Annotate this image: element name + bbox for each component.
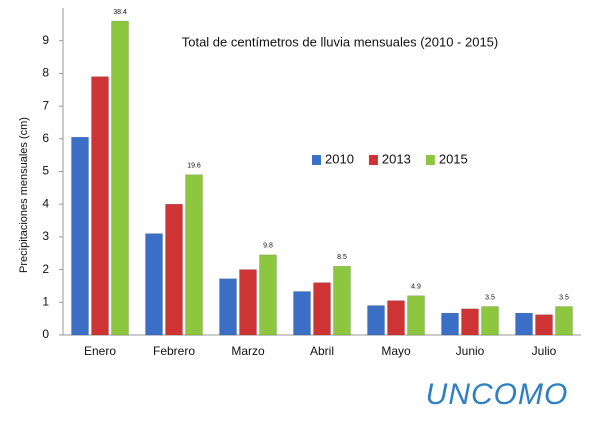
watermark: UNCOMO [426,378,569,411]
bar [461,308,479,336]
y-tick-label: 8 [42,66,49,80]
bar [535,314,553,336]
chart-title: Total de centímetros de lluvia mensuales… [182,34,499,49]
x-tick-label: Abril [310,344,334,358]
bar [387,300,405,336]
bar [91,76,109,336]
y-tick-label: 3 [42,229,49,243]
bar-annotation: 3.5 [559,294,569,301]
bar-annotation: 38.4 [113,9,127,16]
x-tick-label: Enero [84,344,116,358]
bar [165,203,183,336]
x-tick-label: Mayo [381,344,411,358]
bar [407,295,425,336]
bar-annotation: 4.9 [411,284,421,291]
bar [333,266,351,336]
x-tick-label: Marzo [231,344,265,358]
bar [515,312,533,336]
y-tick-label: 5 [42,164,49,178]
legend-swatch [368,155,378,165]
bar [441,312,459,336]
bar [481,306,499,336]
y-axis-label: Precipitaciones mensuales (cm) [18,117,30,273]
bar [145,233,163,336]
x-tick-label: Febrero [153,344,195,358]
y-tick-label: 7 [42,98,49,112]
y-tick-label: 1 [42,294,49,308]
y-tick-label: 6 [42,131,49,145]
legend-label: 2015 [439,151,468,166]
bar-annotation: 8.5 [337,254,347,261]
y-tick-label: 0 [42,327,49,341]
bar [185,174,203,336]
legend-swatch [425,155,435,165]
y-tick-label: 4 [42,196,49,210]
bar [111,20,129,336]
bar-annotation: 3.5 [485,294,495,301]
bar [555,306,573,336]
bar [239,269,257,336]
legend-label: 2013 [382,151,411,166]
bar [71,136,89,336]
bar-annotation: 9.8 [263,243,273,250]
x-tick-label: Junio [456,344,485,358]
legend-label: 2010 [325,151,354,166]
x-tick-label: Julio [532,344,557,358]
bar [313,282,331,336]
bar [293,291,311,336]
bar-annotation: 19.6 [187,163,201,170]
bar [367,305,385,336]
bar [219,278,237,336]
bar [259,254,277,336]
y-tick-label: 9 [42,33,49,47]
legend-swatch [312,155,321,165]
y-tick-label: 2 [42,262,49,276]
